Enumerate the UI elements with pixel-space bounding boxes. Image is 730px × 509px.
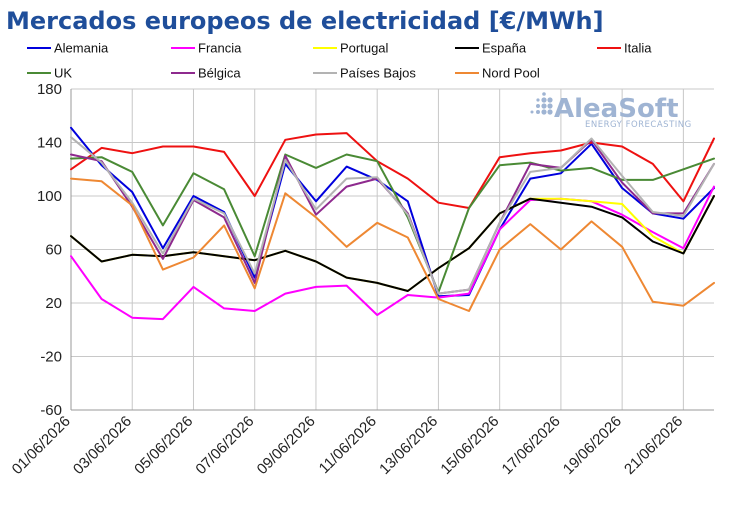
logo-dot <box>542 92 546 96</box>
y-tick-label: 20 <box>45 295 62 312</box>
y-tick-label: 140 <box>37 135 62 152</box>
logo-dot <box>530 110 534 114</box>
x-axis-ticks: 01/06/202603/06/202605/06/202607/06/2026… <box>9 413 686 478</box>
legend: Alemania Francia Portugal España Italia UK Bél… <box>27 41 652 81</box>
legend-label: Nord Pool <box>482 66 540 81</box>
series-line-francia <box>70 185 715 321</box>
x-tick-label: 09/06/2026 <box>254 413 319 478</box>
logo-dot <box>536 98 540 102</box>
legend-label: Bélgica <box>198 66 241 81</box>
logo-dot <box>541 109 547 115</box>
series-line-uk <box>70 153 715 294</box>
logo-tagline: ENERGY FORECASTING <box>585 120 692 130</box>
x-tick-label: 17/06/2026 <box>499 413 564 478</box>
logo-dots-icon <box>530 92 553 115</box>
y-tick-label: 100 <box>37 188 62 205</box>
logo-dot <box>541 103 547 109</box>
x-tick-label: 07/06/2026 <box>192 413 257 478</box>
x-tick-label: 19/06/2026 <box>560 413 625 478</box>
legend-label: Países Bajos <box>340 66 416 81</box>
x-tick-label: 13/06/2026 <box>376 413 441 478</box>
x-tick-label: 03/06/2026 <box>70 413 135 478</box>
y-tick-label: -60 <box>40 402 62 419</box>
series-line-españa <box>70 195 715 292</box>
logo-dot <box>547 109 553 115</box>
legend-label: UK <box>54 66 72 81</box>
y-tick-label: 180 <box>37 81 62 98</box>
plot-area: AleaSoft ENERGY FORECASTING 180 140 100 60 2… <box>9 81 715 478</box>
x-tick-label: 15/06/2026 <box>437 413 502 478</box>
legend-label: Portugal <box>340 41 389 56</box>
y-tick-label: -20 <box>40 349 62 366</box>
legend-label: Alemania <box>54 41 109 56</box>
chart-title: Mercados europeos de electricidad [€/MWh… <box>6 7 604 35</box>
logo-dot <box>536 104 540 108</box>
y-tick-label: 60 <box>45 242 62 259</box>
series-line-italia <box>70 132 715 209</box>
y-axis-ticks: 180 140 100 60 20 -20 -60 <box>37 81 62 419</box>
x-tick-label: 11/06/2026 <box>316 413 380 477</box>
logo-name: AleaSoft <box>554 94 679 124</box>
series-lines <box>70 126 715 321</box>
series-line-países-bajos <box>70 136 715 295</box>
logo-dot <box>547 97 553 103</box>
series-line-nord-pool <box>70 177 715 312</box>
logo-dot <box>547 103 553 109</box>
legend-label: Italia <box>624 41 652 56</box>
logo-dot <box>541 97 547 103</box>
x-tick-label: 21/06/2026 <box>621 413 686 478</box>
x-tick-label: 05/06/2026 <box>131 413 196 478</box>
legend-label: España <box>482 41 527 56</box>
logo-dot <box>536 110 540 114</box>
x-tick-label: 01/06/2026 <box>9 413 74 478</box>
legend-label: Francia <box>198 41 242 56</box>
aleasoft-logo: AleaSoft ENERGY FORECASTING <box>530 92 692 130</box>
